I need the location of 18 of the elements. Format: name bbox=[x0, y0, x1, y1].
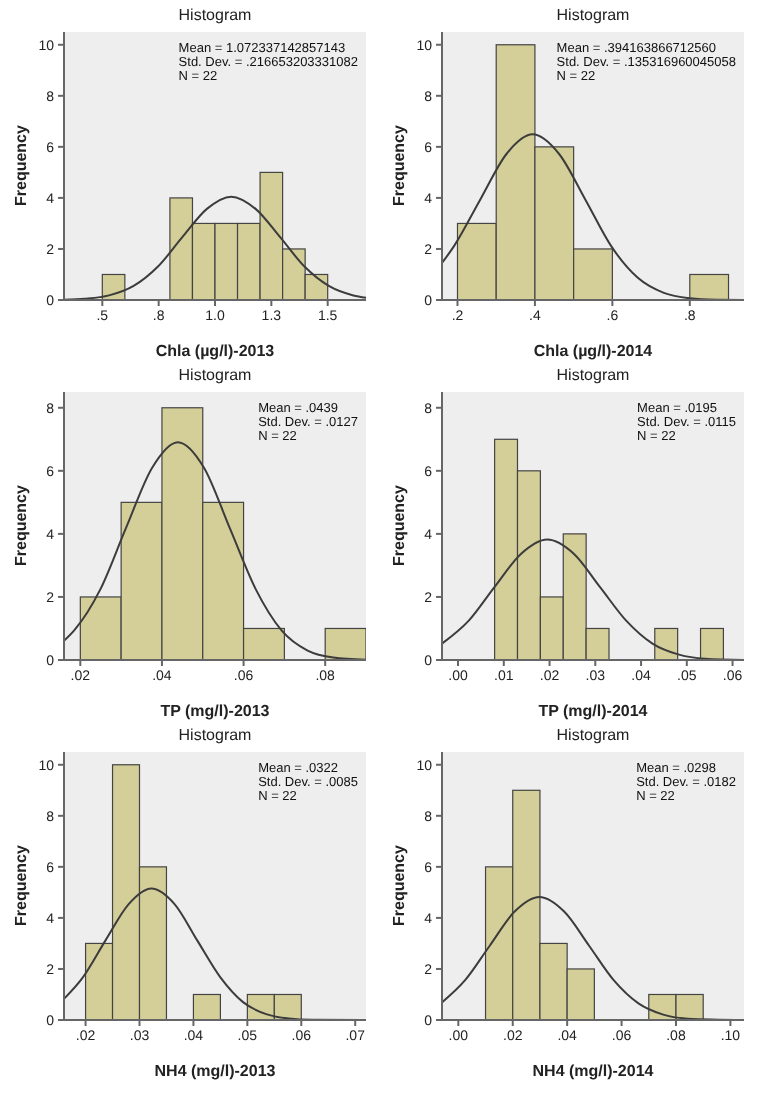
y-axis-title: Frequency bbox=[389, 123, 408, 206]
y-axis-title: Frequency bbox=[11, 483, 30, 566]
y-axis-title: Frequency bbox=[389, 483, 408, 566]
chart-title: Histogram bbox=[554, 366, 632, 384]
x-axis-title: Chla (µg/l)-2014 bbox=[533, 342, 654, 360]
x-axis-title: Chla (µg/l)-2013 bbox=[155, 342, 276, 360]
y-axis-title: Frequency bbox=[11, 843, 30, 926]
chart-title: Histogram bbox=[554, 6, 632, 24]
chart-title: Histogram bbox=[176, 726, 254, 744]
y-axis-title: Frequency bbox=[11, 123, 30, 206]
chart-title: Histogram bbox=[176, 6, 254, 24]
x-axis-title: TP (mg/l)-2013 bbox=[160, 702, 271, 720]
x-axis-title: NH4 (mg/l)-2014 bbox=[532, 1062, 655, 1080]
x-axis-title: NH4 (mg/l)-2013 bbox=[154, 1062, 277, 1080]
x-axis-title: TP (mg/l)-2014 bbox=[538, 702, 649, 720]
chart-title: Histogram bbox=[176, 366, 254, 384]
chart-title: Histogram bbox=[554, 726, 632, 744]
y-axis-title: Frequency bbox=[389, 843, 408, 926]
